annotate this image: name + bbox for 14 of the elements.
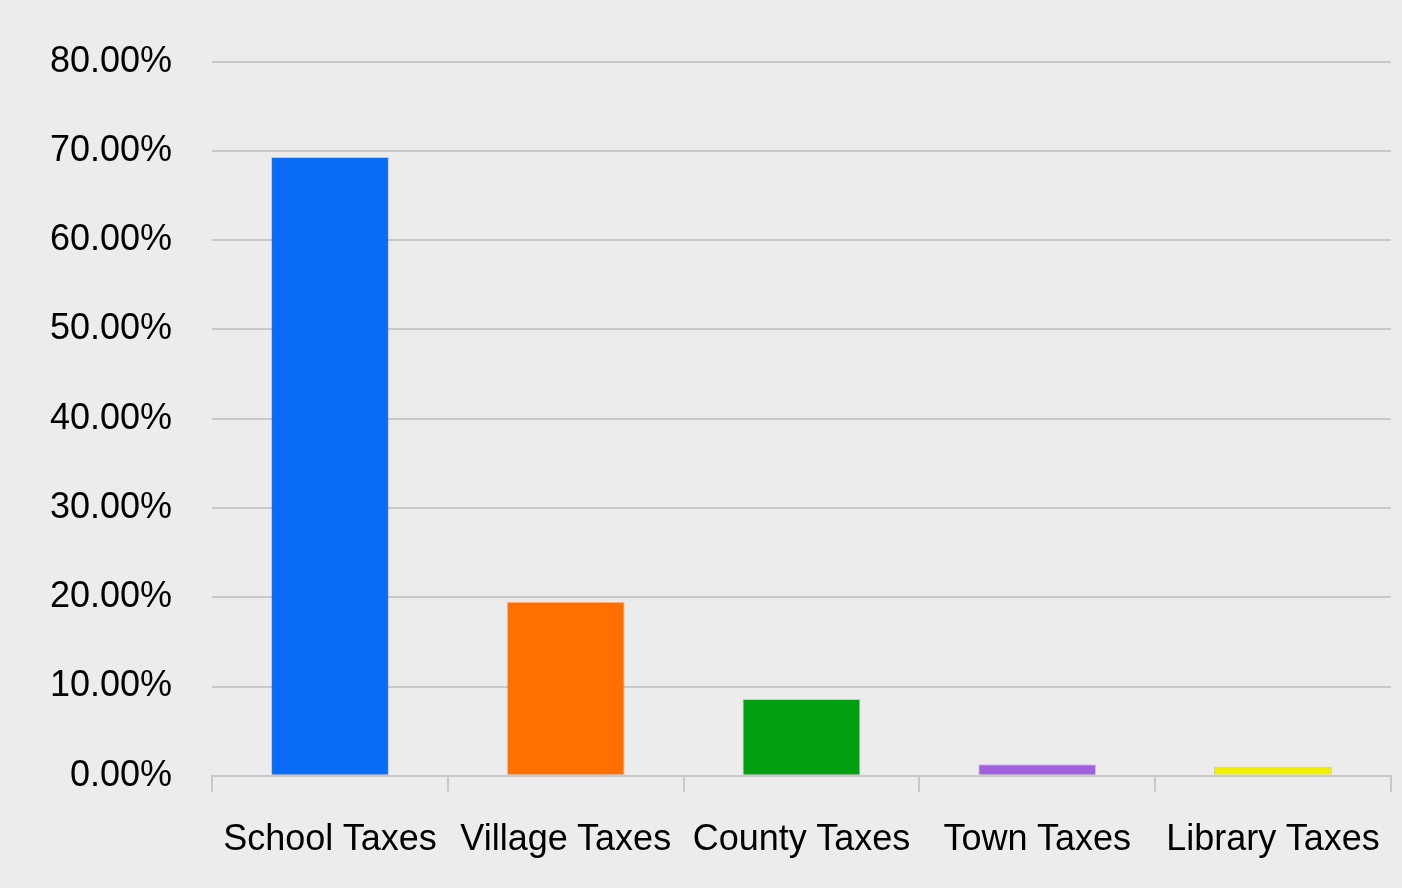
- x-tick-label: County Taxes: [692, 816, 911, 858]
- y-tick-label: 60.00%: [49, 217, 173, 259]
- x-tick-label: Village Taxes: [460, 816, 672, 858]
- y-tick-label: 50.00%: [49, 306, 173, 348]
- x-tick-label: Library Taxes: [1166, 816, 1380, 858]
- y-tick-label: 30.00%: [49, 484, 173, 526]
- y-tick-label: 40.00%: [49, 395, 173, 437]
- x-tick-label: School Taxes: [223, 816, 437, 858]
- y-tick-label: 70.00%: [49, 127, 173, 169]
- y-tick-label: 20.00%: [49, 574, 173, 616]
- y-tick-label: 80.00%: [49, 38, 173, 80]
- x-tick-label: Town Taxes: [943, 816, 1131, 858]
- y-tick-label: 10.00%: [49, 663, 173, 705]
- y-tick-label: 0.00%: [70, 752, 173, 794]
